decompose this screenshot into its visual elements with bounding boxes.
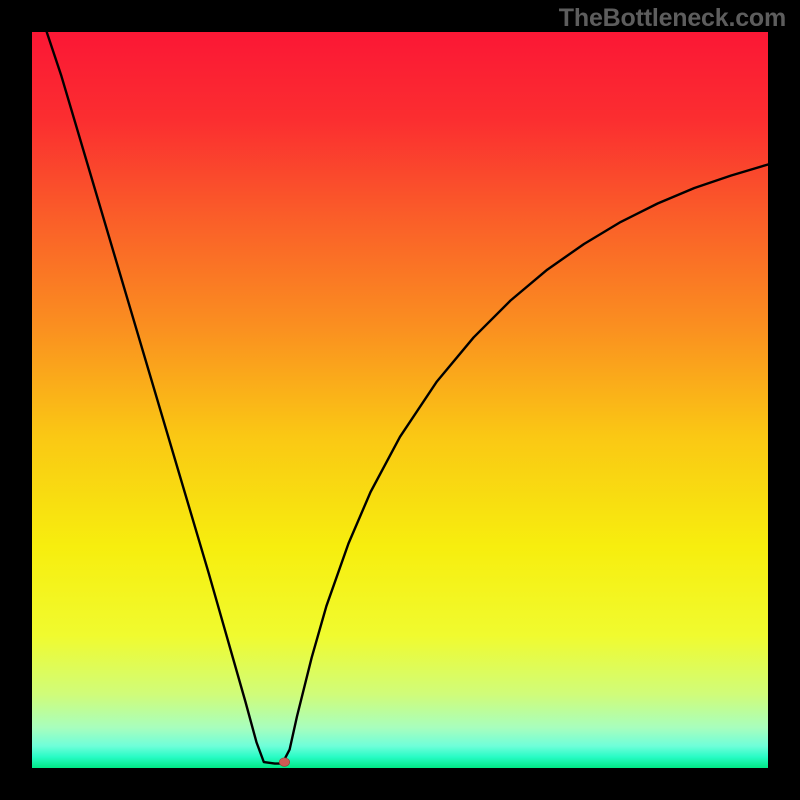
gradient-background bbox=[32, 32, 768, 768]
plot-area bbox=[32, 32, 768, 768]
watermark-text: TheBottleneck.com bbox=[559, 4, 786, 33]
chart-frame: TheBottleneck.com bbox=[0, 0, 800, 800]
plot-svg bbox=[32, 32, 768, 768]
optimal-marker bbox=[279, 758, 289, 767]
